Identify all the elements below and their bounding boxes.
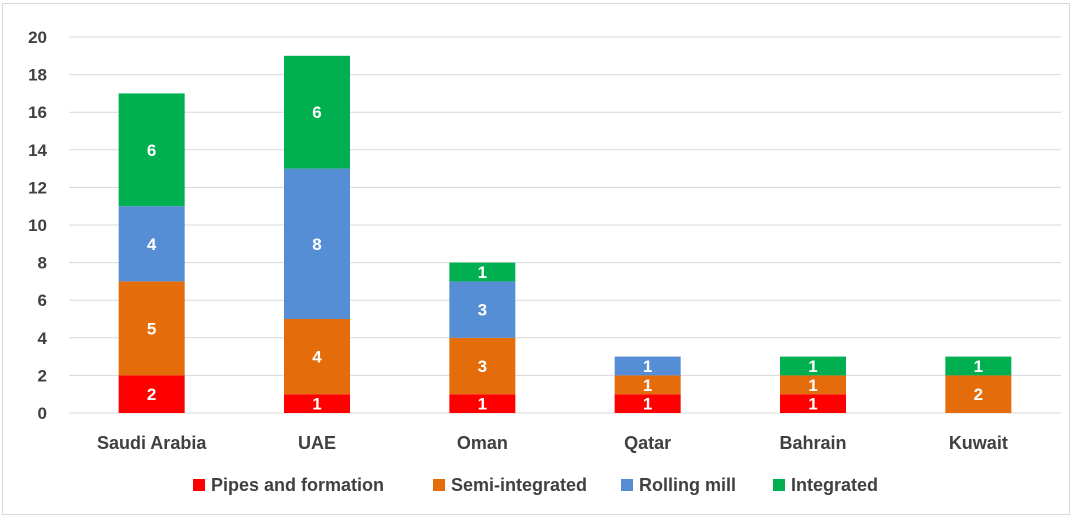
- legend-swatch: [193, 479, 205, 491]
- y-tick-label: 4: [38, 329, 48, 348]
- data-label: 4: [312, 348, 322, 367]
- legend-label: Rolling mill: [639, 475, 736, 495]
- data-label: 1: [478, 395, 487, 414]
- bar-segment: [614, 394, 681, 413]
- y-tick-label: 18: [28, 66, 47, 85]
- legend: Pipes and formation Semi-integrated Rollin…: [193, 475, 878, 495]
- data-label: 4: [147, 235, 157, 254]
- data-label: 6: [312, 103, 321, 122]
- data-label: 2: [147, 385, 156, 404]
- legend-label: Pipes and formation: [211, 475, 384, 495]
- data-label: 1: [808, 376, 817, 395]
- bar-segment: [449, 337, 516, 395]
- y-tick-label: 10: [28, 216, 47, 235]
- bar-segment: [614, 375, 681, 395]
- bar-segment: [614, 356, 681, 376]
- bar-segment: [780, 356, 846, 376]
- bar-segment: [449, 281, 516, 338]
- bar-segment: [449, 394, 516, 413]
- bar-segment: [284, 55, 350, 169]
- bar-segment: [945, 356, 1012, 376]
- bar-segment: [945, 375, 1012, 413]
- bar-segment: [284, 319, 350, 395]
- y-tick-label: 20: [28, 28, 47, 47]
- data-label: 3: [478, 301, 487, 320]
- category-label: Oman: [457, 433, 508, 453]
- data-label: 6: [147, 141, 156, 160]
- y-tick-label: 6: [38, 291, 47, 310]
- bar-segment: [118, 375, 185, 413]
- y-tick-label: 14: [28, 141, 47, 160]
- category-label: Qatar: [624, 433, 671, 453]
- legend-label: Semi-integrated: [451, 475, 587, 495]
- y-axis-ticks: 0 2 4 6 8 10 12 14 16 18 20: [28, 28, 47, 423]
- category-label: Kuwait: [949, 433, 1008, 453]
- data-label: 5: [147, 319, 156, 338]
- y-tick-label: 8: [38, 254, 47, 273]
- bars: [118, 55, 1012, 413]
- data-label: 3: [478, 357, 487, 376]
- data-label: 1: [974, 357, 983, 376]
- category-label: Bahrain: [779, 433, 846, 453]
- legend-label: Integrated: [791, 475, 878, 495]
- data-label: 1: [312, 395, 321, 414]
- gridlines: [69, 36, 1061, 414]
- y-tick-label: 0: [38, 404, 47, 423]
- legend-swatch: [433, 479, 445, 491]
- bar-segment: [118, 206, 185, 282]
- bar-segment: [118, 93, 185, 207]
- category-label: Saudi Arabia: [97, 433, 207, 453]
- bar-segment: [284, 168, 350, 319]
- data-label: 8: [312, 235, 321, 254]
- bar-segment: [780, 394, 846, 413]
- bar-segment: [118, 281, 185, 376]
- category-label: UAE: [298, 433, 336, 453]
- legend-swatch: [621, 479, 633, 491]
- bar-segment: [780, 375, 846, 395]
- bar-segment: [449, 262, 516, 282]
- data-label: 1: [643, 357, 652, 376]
- data-label: 1: [808, 357, 817, 376]
- data-label: 1: [643, 395, 652, 414]
- data-label: 1: [478, 263, 487, 282]
- data-label: 1: [643, 376, 652, 395]
- x-axis-categories: Saudi Arabia UAE Oman Qatar Bahrain Kuwait: [97, 433, 1008, 453]
- y-tick-label: 2: [38, 366, 47, 385]
- bar-segment: [284, 394, 350, 413]
- data-label: 2: [974, 385, 983, 404]
- y-tick-label: 16: [28, 103, 47, 122]
- legend-swatch: [773, 479, 785, 491]
- data-label: 1: [808, 395, 817, 414]
- y-tick-label: 12: [28, 178, 47, 197]
